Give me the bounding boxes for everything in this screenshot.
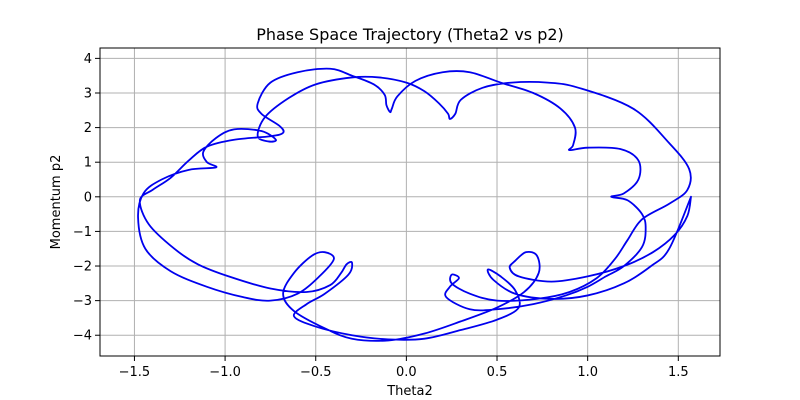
grid (100, 48, 720, 356)
x-axis-ticks: −1.5 −1.0 −0.5 0.0 0.5 1.0 1.5 (119, 356, 689, 380)
y-axis-ticks: −4 −3 −2 −1 0 1 2 3 4 (73, 52, 100, 344)
y-tick-label: −3 (73, 294, 92, 309)
series-layer (137, 67, 692, 342)
y-tick-label: −4 (73, 329, 92, 344)
y-tick-label: −1 (73, 225, 92, 240)
x-tick-label: −0.5 (300, 365, 332, 380)
x-tick-label: 1.5 (668, 365, 689, 380)
axes-frame (99, 47, 721, 357)
y-tick-label: 1 (84, 156, 92, 171)
x-tick-label: −1.5 (119, 365, 151, 380)
y-tick-label: 3 (84, 86, 92, 101)
y-axis-title: Momentum p2 (49, 155, 64, 250)
y-tick-label: 2 (84, 121, 92, 136)
y-tick-label: −2 (73, 260, 92, 275)
trajectory-line (137, 67, 692, 342)
y-tick-label: 0 (84, 190, 92, 205)
x-tick-label: 1.0 (577, 365, 598, 380)
x-tick-label: 0.0 (396, 365, 417, 380)
y-tick-label: 4 (84, 52, 92, 67)
x-tick-label: 0.5 (487, 365, 508, 380)
x-axis-title: Theta2 (386, 384, 433, 399)
plot-area (100, 48, 720, 356)
chart-title: Phase Space Trajectory (Theta2 vs p2) (256, 25, 564, 44)
x-tick-label: −1.0 (209, 365, 241, 380)
